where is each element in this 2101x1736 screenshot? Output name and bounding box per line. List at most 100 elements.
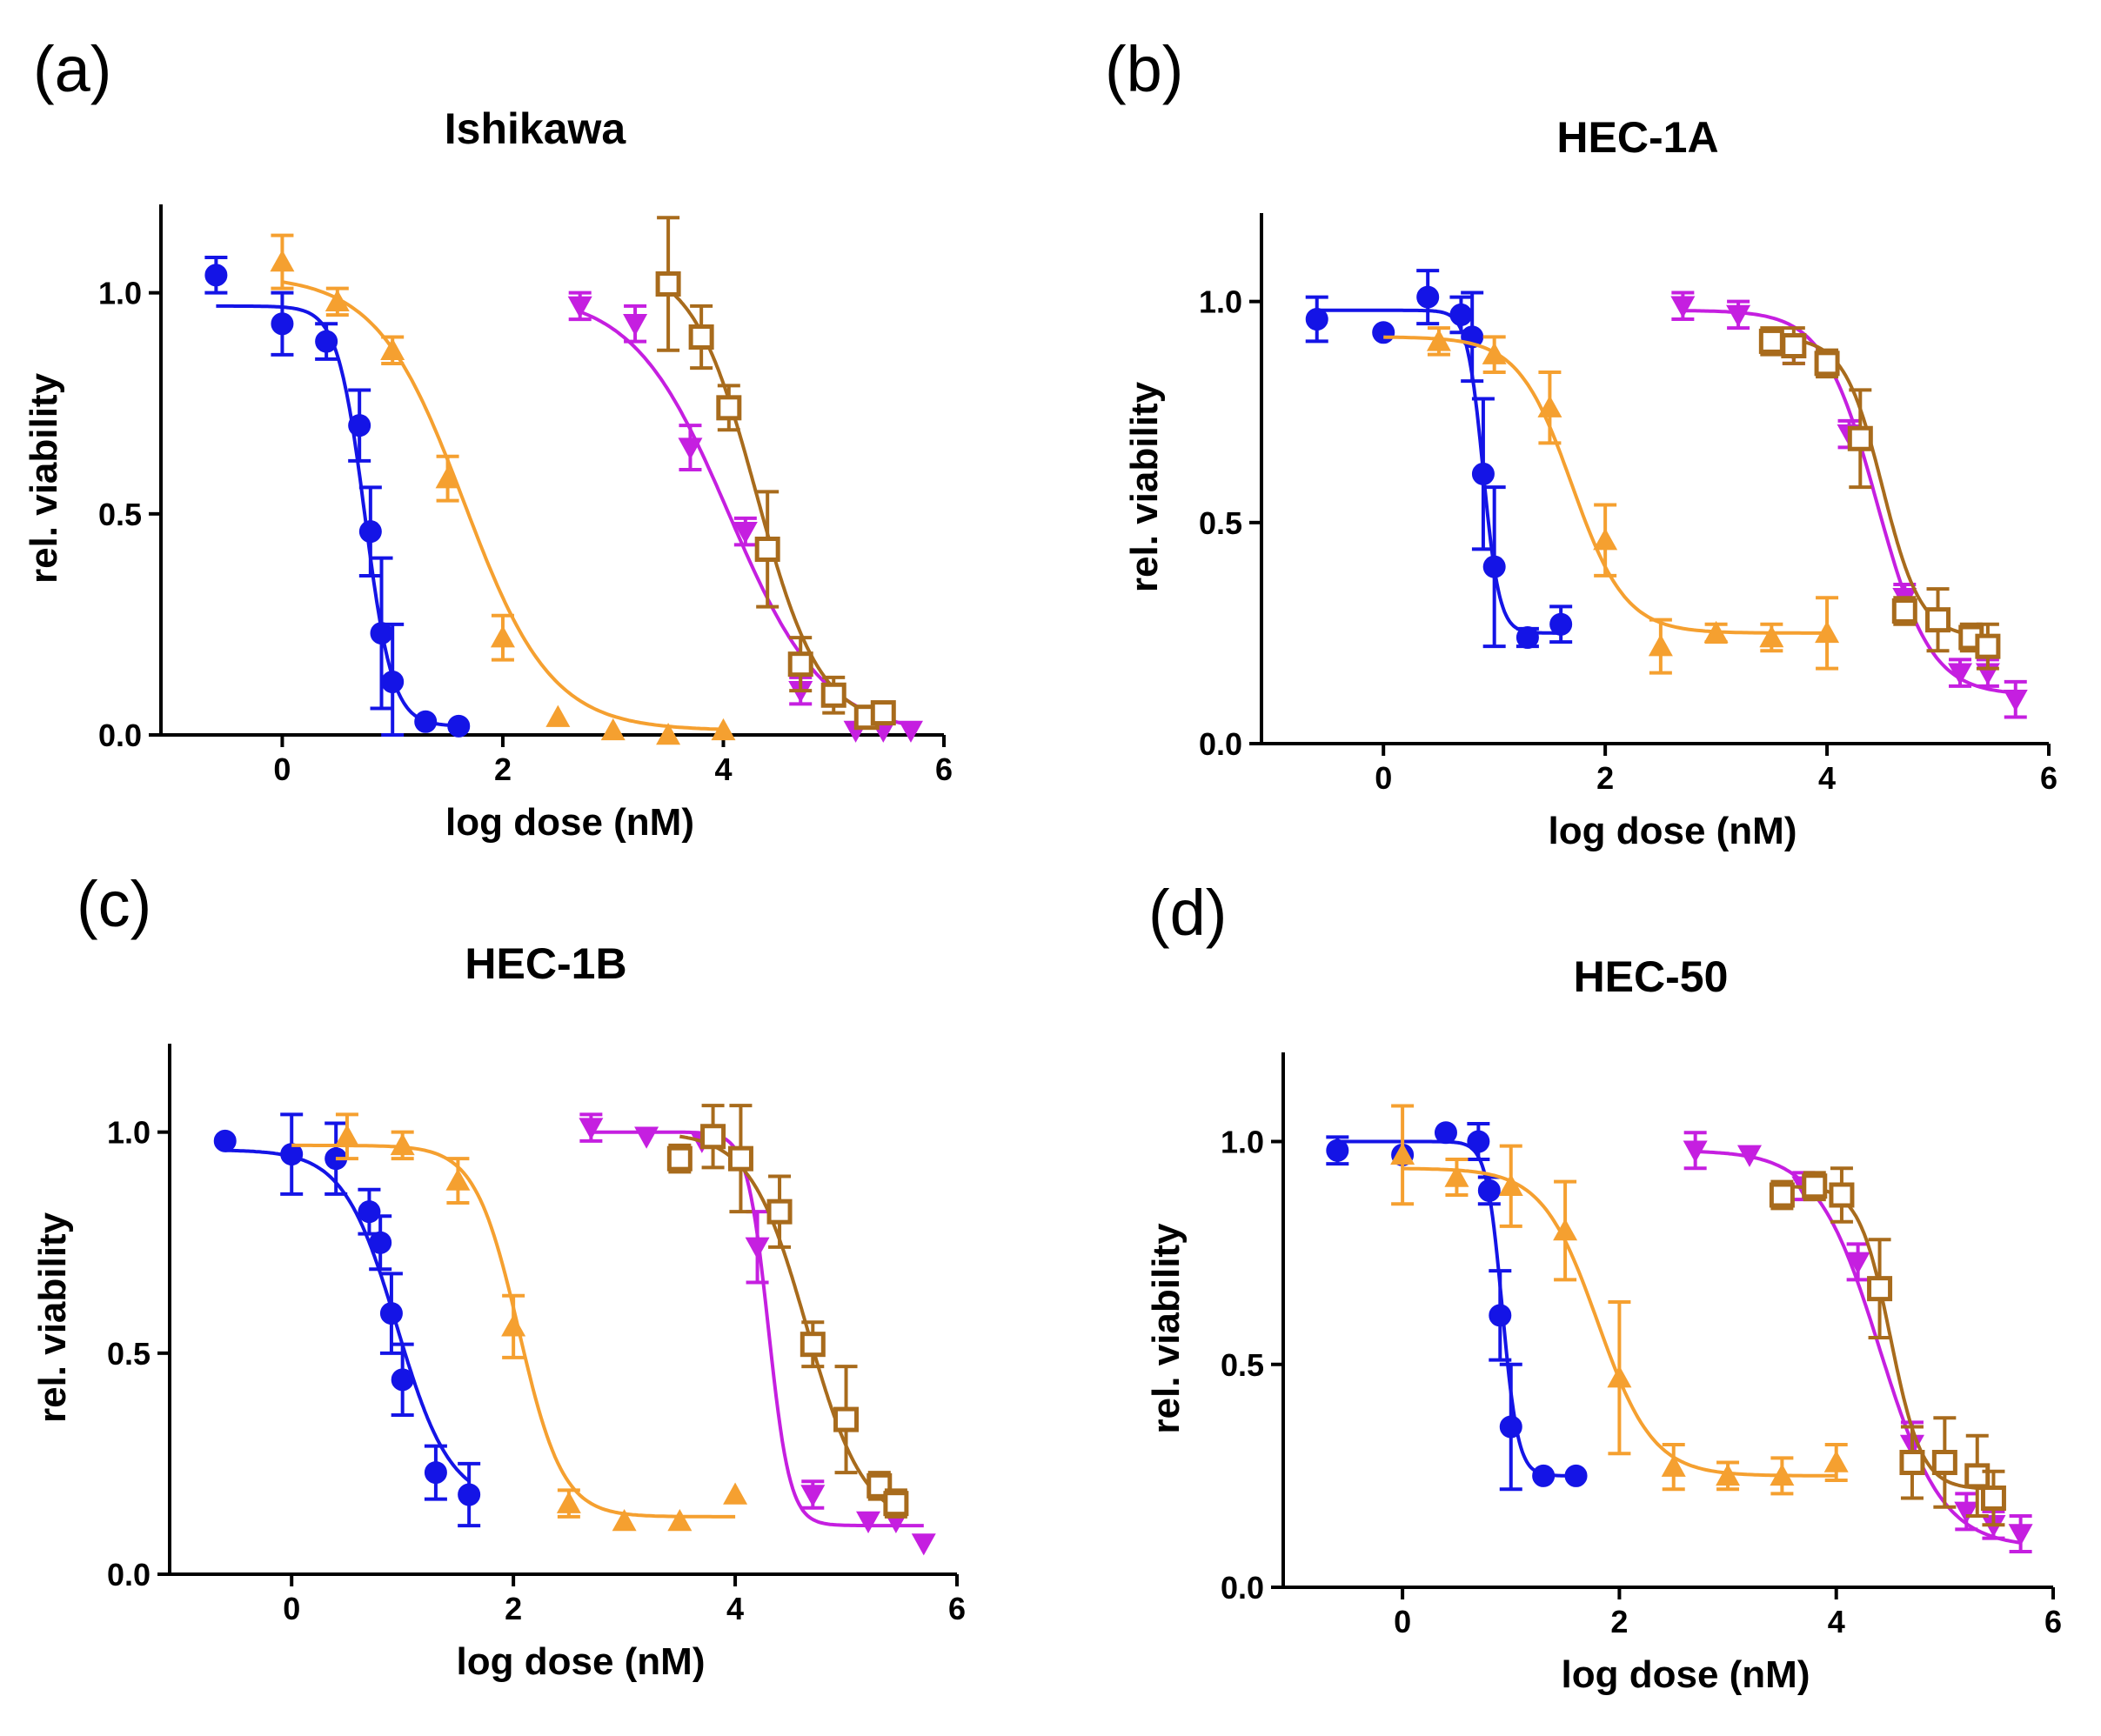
series-brown	[1769, 1166, 2006, 1527]
data-point-brown	[1980, 1486, 2006, 1511]
x-tick-label: 2	[1596, 760, 1614, 796]
data-point-magenta	[1845, 1252, 1870, 1274]
series-orange	[291, 1112, 748, 1532]
data-point-brown	[1829, 1182, 1855, 1208]
x-tick-label: 0	[1375, 760, 1392, 796]
y-tick-label: 0.5	[107, 1336, 151, 1372]
data-point-blue	[348, 414, 371, 437]
data-point-magenta	[911, 1533, 936, 1556]
x-tick-label: 0	[273, 751, 291, 787]
x-tick-label: 4	[1828, 1604, 1845, 1639]
panel-letter: (c)	[77, 868, 151, 940]
series-blue	[1305, 269, 1573, 649]
data-point-orange	[1390, 1142, 1415, 1165]
data-point-orange	[1703, 620, 1729, 644]
data-point-magenta	[800, 1485, 826, 1507]
data-point-brown	[1899, 1450, 1925, 1475]
x-tick-label: 6	[935, 751, 953, 787]
data-point-orange	[1426, 329, 1451, 351]
y-tick-label: 0.0	[1199, 726, 1242, 762]
data-point-blue	[1471, 462, 1495, 485]
data-point-orange	[600, 718, 626, 741]
data-point-orange	[270, 250, 295, 272]
data-point-brown	[754, 537, 780, 562]
chart-title: HEC-50	[1574, 952, 1729, 1001]
data-point-magenta	[898, 720, 923, 743]
data-point-orange	[334, 1124, 359, 1146]
data-point-brown	[1814, 351, 1840, 377]
fit-curve-blue	[216, 304, 459, 728]
data-point-orange	[1716, 1463, 1741, 1486]
data-point-brown	[1769, 1182, 1795, 1208]
data-point-magenta	[1726, 304, 1751, 327]
chart-panel-1: (a) Ishikawa 0 2 4 6 0.0 0.5 1.0 log dose (nM) rel…	[23, 33, 953, 844]
data-point-blue	[1305, 308, 1328, 331]
data-point-blue	[1416, 285, 1440, 309]
data-point-orange	[667, 1509, 693, 1532]
data-point-brown	[1802, 1173, 1828, 1199]
y-tick-label: 1.0	[1199, 284, 1242, 320]
data-point-brown	[1975, 633, 2001, 659]
data-point-blue	[379, 1302, 403, 1325]
data-point-orange	[1759, 625, 1784, 648]
data-point-orange	[656, 723, 681, 745]
data-point-blue	[414, 710, 438, 733]
data-point-orange	[1537, 395, 1562, 417]
series-blue	[204, 256, 471, 738]
data-point-brown	[800, 1332, 826, 1358]
y-axis-label: rel. viability	[31, 1212, 74, 1423]
data-point-magenta	[1736, 1145, 1762, 1167]
data-point-orange	[1770, 1463, 1795, 1486]
data-point-blue	[1499, 1415, 1522, 1439]
data-point-blue	[1477, 1178, 1501, 1202]
data-point-orange	[435, 466, 460, 489]
data-point-blue	[381, 671, 405, 693]
data-point-brown	[716, 395, 742, 421]
data-point-brown	[688, 324, 714, 350]
chart-panel-2: (b) HEC-1A 0 2 4 6 0.0 0.5 1.0 log dose (nM) rel. …	[1105, 33, 2058, 852]
data-point-brown	[1867, 1276, 1893, 1302]
data-point-blue	[1467, 1130, 1490, 1153]
x-tick-label: 4	[1818, 760, 1836, 796]
x-axis-label: log dose (nM)	[1562, 1653, 1810, 1696]
series-brown	[1758, 326, 2001, 671]
y-tick-label: 0.5	[1199, 505, 1242, 541]
data-point-magenta	[634, 1126, 659, 1149]
series-orange	[1390, 1104, 1849, 1496]
chart-panel-4: (d) HEC-50 0 2 4 6 0.0 0.5 1.0 log dose (nM) rel. …	[1145, 877, 2062, 1696]
data-point-blue	[315, 330, 338, 353]
data-point-brown	[870, 700, 896, 726]
data-point-brown	[1964, 1463, 1991, 1489]
data-point-blue	[358, 1200, 381, 1224]
y-tick-label: 1.0	[107, 1115, 151, 1151]
series-orange	[270, 233, 736, 745]
fit-curve-brown	[1771, 336, 1989, 638]
data-point-magenta	[1683, 1140, 1708, 1163]
data-point-brown	[1847, 425, 1873, 451]
data-point-brown	[1931, 1450, 1957, 1475]
data-point-brown	[787, 651, 813, 678]
data-point-brown	[766, 1199, 793, 1225]
data-point-blue	[1482, 555, 1506, 578]
x-tick-label: 2	[505, 1591, 522, 1626]
data-point-orange	[1648, 634, 1673, 657]
data-point-orange	[490, 625, 515, 648]
data-point-magenta	[1670, 296, 1696, 318]
y-tick-label: 0.5	[98, 497, 142, 532]
x-tick-label: 0	[1394, 1604, 1411, 1639]
fit-curve-orange	[1383, 335, 1828, 635]
data-point-magenta	[745, 1237, 770, 1259]
y-tick-label: 0.0	[107, 1557, 151, 1592]
data-point-magenta	[1954, 1501, 1979, 1524]
data-point-brown	[1758, 328, 1784, 354]
fit-curve-brown	[679, 1134, 897, 1511]
data-point-orange	[501, 1314, 526, 1337]
data-point-orange	[1444, 1165, 1469, 1187]
data-point-blue	[391, 1368, 414, 1392]
data-point-orange	[556, 1491, 581, 1513]
data-point-brown	[655, 271, 681, 297]
data-point-blue	[369, 1231, 392, 1254]
panel-letter: (b)	[1105, 33, 1183, 105]
data-point-orange	[1553, 1219, 1578, 1241]
